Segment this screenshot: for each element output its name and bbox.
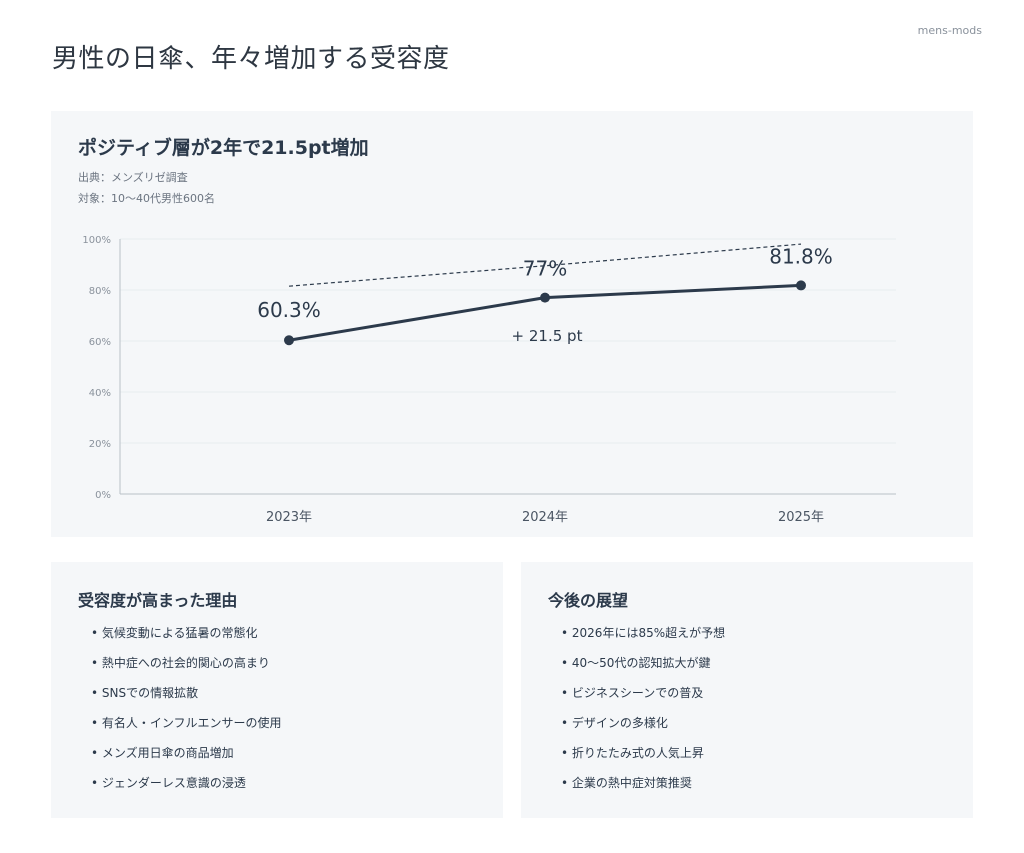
list-item: 企業の熱中症対策推奨 [561,774,725,804]
list-item: 気候変動による猛暑の常態化 [91,624,282,654]
x-tick-label: 2025年 [778,510,824,525]
chart-source: 出典：メンズリゼ調査 [78,171,188,184]
x-tick-label: 2023年 [266,510,312,525]
list-item: SNSでの情報拡散 [91,684,282,714]
list-item: ビジネスシーンでの普及 [561,684,725,714]
outlook-card: 今後の展望 2026年には85%超えが予想 40〜50代の認知拡大が鍵 ビジネス… [521,562,973,818]
page-title: 男性の日傘、年々増加する受容度 [52,44,450,74]
y-tick-label: 80% [89,286,111,297]
x-tick-label: 2024年 [522,510,568,525]
data-label: 77% [523,257,567,281]
data-label: 81.8% [769,244,833,268]
line-chart: 0% 20% 40% 60% 80% 100% 2023年 2024年 2025年 60.3% 77… [82,235,896,525]
outlook-list: 2026年には85%超えが予想 40〜50代の認知拡大が鍵 ビジネスシーンでの普… [561,624,725,804]
data-point [540,292,550,303]
data-point [796,280,806,291]
reasons-list: 気候変動による猛暑の常態化 熱中症への社会的関心の高まり SNSでの情報拡散 有… [91,624,282,804]
y-tick-label: 20% [89,439,111,450]
list-item: デザインの多様化 [561,714,725,744]
y-tick-label: 40% [89,388,111,399]
chart-title: ポジティブ層が2年で21.5pt増加 [78,137,369,159]
y-tick-label: 60% [89,337,111,348]
list-item: 2026年には85%超えが予想 [561,624,725,654]
brand-label: mens-mods [917,24,982,37]
chart-target: 対象：10〜40代男性600名 [78,192,215,205]
reasons-card: 受容度が高まった理由 気候変動による猛暑の常態化 熱中症への社会的関心の高まり … [51,562,503,818]
list-item: 折りたたみ式の人気上昇 [561,744,725,774]
list-item: 熱中症への社会的関心の高まり [91,654,282,684]
reasons-title: 受容度が高まった理由 [78,591,238,610]
delta-annotation: + 21.5 pt [512,327,583,345]
y-tick-label: 100% [82,235,111,246]
list-item: 有名人・インフルエンサーの使用 [91,714,282,744]
trend-line [288,243,802,287]
list-item: 40〜50代の認知拡大が鍵 [561,654,725,684]
y-tick-label: 0% [95,490,111,501]
list-item: ジェンダーレス意識の浸透 [91,774,282,804]
data-point [284,335,294,346]
list-item: メンズ用日傘の商品増加 [91,744,282,774]
outlook-title: 今後の展望 [548,591,629,610]
data-label: 60.3% [257,298,321,322]
chart-card: 0% 20% 40% 60% 80% 100% 2023年 2024年 2025年 60.3% 77… [51,111,973,537]
